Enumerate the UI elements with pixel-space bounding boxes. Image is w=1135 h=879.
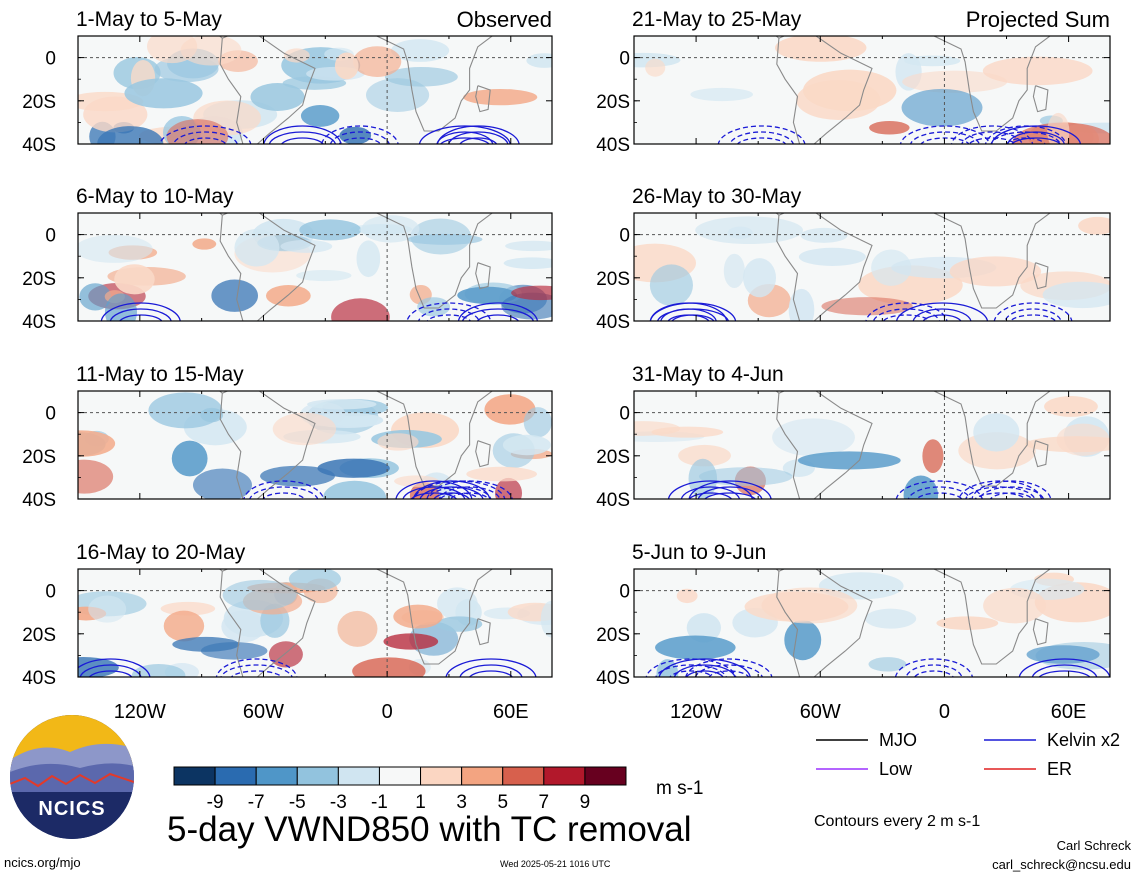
y-tick-label: 0	[619, 226, 630, 247]
ncics-logo: NCICS	[10, 715, 134, 839]
colorbar-swatch	[296, 766, 339, 786]
y-tick-label: 20S	[596, 269, 630, 290]
panel-5: 0 20S 40S 21-May to 25-May Projected Sum	[596, 7, 1111, 156]
y-tick-label: 40S	[22, 312, 56, 333]
x-tick-label: 60W	[243, 701, 284, 723]
x-tick-label: 60E	[1051, 701, 1087, 723]
colorbar-level-label: 7	[539, 792, 550, 813]
y-tick-label: 40S	[22, 490, 56, 511]
legend: MJO Kelvin x2 Low ER	[816, 730, 1120, 779]
y-tick-label: 20S	[596, 625, 630, 646]
colorbar-swatch	[255, 766, 298, 786]
y-tick-label: 40S	[596, 135, 630, 156]
panel-4: 0 20S 40S 16-May to 20-May 120W 60W 0 60E	[22, 541, 553, 723]
y-tick-label: 40S	[22, 135, 56, 156]
panel-period-label: 26-May to 30-May	[632, 185, 802, 208]
legend-label: ER	[1047, 759, 1072, 779]
footer-timestamp: Wed 2025-05-21 1016 UTC	[500, 859, 611, 869]
legend-label: MJO	[879, 730, 917, 750]
legend-label: Kelvin x2	[1047, 730, 1120, 750]
y-tick-label: 0	[45, 404, 56, 425]
y-tick-label: 40S	[22, 668, 56, 689]
x-tick-label: 60E	[493, 701, 529, 723]
y-tick-label: 0	[45, 49, 56, 70]
y-tick-label: 20S	[22, 447, 56, 468]
colorbar-level-label: 5	[497, 792, 508, 813]
y-tick-label: 20S	[596, 447, 630, 468]
colorbar-swatch	[461, 766, 504, 786]
panel-period-label: 31-May to 4-Jun	[632, 363, 784, 386]
panel-6: 0 20S 40S 26-May to 30-May	[596, 185, 1111, 333]
x-tick-label: 60W	[800, 701, 841, 723]
colorbar-level-label: -3	[330, 792, 347, 813]
panel-1: 0 20S 40S 1-May to 5-May Observed	[22, 7, 553, 156]
colorbar-level-label: 1	[415, 792, 426, 813]
colorbar-swatch	[420, 766, 463, 786]
panel-period-label: 16-May to 20-May	[76, 541, 246, 564]
panel-period-label: 11-May to 15-May	[76, 363, 244, 386]
chart-title: 5-day VWND850 with TC removal	[167, 810, 692, 849]
y-tick-label: 40S	[596, 312, 630, 333]
legend-note: Contours every 2 m s-1	[814, 813, 980, 830]
colorbar-level-label: -5	[289, 792, 306, 813]
panel-2: 0 20S 40S 6-May to 10-May	[22, 185, 553, 333]
footer-author: Carl Schreck	[1056, 838, 1131, 853]
colorbar-level-label: -1	[371, 792, 388, 813]
panel-8: 0 20S 40S 5-Jun to 9-Jun 120W 60W 0 60E	[596, 541, 1111, 723]
panel-3: 0 20S 40S 11-May to 15-May	[22, 363, 553, 511]
colorbar-swatch	[584, 766, 627, 786]
colorbar-swatch	[214, 766, 257, 786]
y-tick-label: 0	[45, 226, 56, 247]
y-tick-label: 40S	[596, 668, 630, 689]
panel-period-label: 21-May to 25-May	[632, 8, 802, 31]
x-tick-label: 120W	[670, 701, 722, 723]
y-tick-label: 0	[45, 582, 56, 603]
y-tick-label: 40S	[596, 490, 630, 511]
colorbar-swatch	[543, 766, 586, 786]
panel-period-label: 5-Jun to 9-Jun	[632, 541, 766, 564]
colorbar-level-label: 3	[456, 792, 467, 813]
panel-7: 0 20S 40S 31-May to 4-Jun	[596, 363, 1111, 511]
y-tick-label: 0	[619, 49, 630, 70]
column-label: Projected Sum	[966, 7, 1110, 32]
colorbar: -9 -7 -5 -3 -1 1 3 5 7 9	[173, 766, 627, 813]
colorbar-level-label: -7	[248, 792, 265, 813]
x-tick-label: 0	[382, 701, 393, 723]
footer-credits: Carl Schreck carl_schreck@ncsu.edu	[992, 836, 1131, 874]
colorbar-level-label: -9	[207, 792, 224, 813]
x-tick-label: 0	[939, 701, 950, 723]
column-label: Observed	[457, 7, 552, 32]
y-tick-label: 0	[619, 582, 630, 603]
colorbar-swatch	[502, 766, 545, 786]
y-tick-label: 20S	[22, 625, 56, 646]
panel-period-label: 1-May to 5-May	[76, 8, 222, 31]
colorbar-units: m s-1	[656, 778, 704, 799]
colorbar-swatch	[378, 766, 422, 786]
colorbar-swatch	[337, 766, 380, 786]
colorbar-level-label: 9	[580, 792, 591, 813]
x-tick-label: 120W	[114, 701, 166, 723]
y-tick-label: 0	[619, 404, 630, 425]
colorbar-swatch	[173, 766, 216, 786]
footer-url[interactable]: ncics.org/mjo	[4, 855, 81, 870]
panel-period-label: 6-May to 10-May	[76, 185, 234, 208]
legend-label: Low	[879, 759, 913, 779]
footer-email[interactable]: carl_schreck@ncsu.edu	[992, 857, 1131, 872]
y-tick-label: 20S	[22, 269, 56, 290]
logo-text: NCICS	[38, 798, 105, 820]
y-tick-label: 20S	[22, 92, 56, 113]
y-tick-label: 20S	[596, 92, 630, 113]
